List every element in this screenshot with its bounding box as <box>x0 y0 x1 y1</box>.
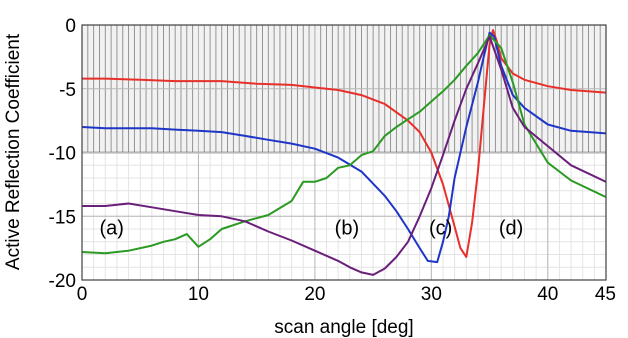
x-tick-label: 10 <box>188 284 209 305</box>
annotation-layer: (a) (b) (c) (d) <box>99 218 523 240</box>
y-tick-label: -15 <box>49 207 76 228</box>
x-tick-label: 30 <box>421 284 442 305</box>
x-tick-label: 40 <box>537 284 558 305</box>
y-tick-labels: 0 -5 -10 -15 -20 <box>49 16 76 292</box>
annotation-label: (c) <box>429 218 452 240</box>
y-tick-label: -5 <box>59 80 76 101</box>
x-tick-label: 45 <box>595 284 616 305</box>
x-tick-label: 0 <box>77 284 88 305</box>
series-line-2 <box>82 31 606 264</box>
x-tick-label: 20 <box>304 284 325 305</box>
annotation-label: (a) <box>99 218 123 240</box>
x-axis-title: scan angle [deg] <box>274 317 413 338</box>
annotation-label: (d) <box>499 218 523 240</box>
annotation-label: (b) <box>335 218 359 240</box>
y-tick-label: -10 <box>49 144 76 165</box>
plot-frame <box>81 24 607 281</box>
y-tick-label: 0 <box>65 16 76 37</box>
x-tick-labels: 0 10 20 30 40 45 <box>77 284 616 305</box>
series-line-1 <box>82 29 606 258</box>
series-line-4 <box>82 35 606 276</box>
series-layer <box>82 29 606 276</box>
y-axis-title: Active Reflection Coefficient <box>3 33 24 270</box>
y-tick-label: -20 <box>49 271 76 292</box>
series-line-3 <box>82 34 606 255</box>
